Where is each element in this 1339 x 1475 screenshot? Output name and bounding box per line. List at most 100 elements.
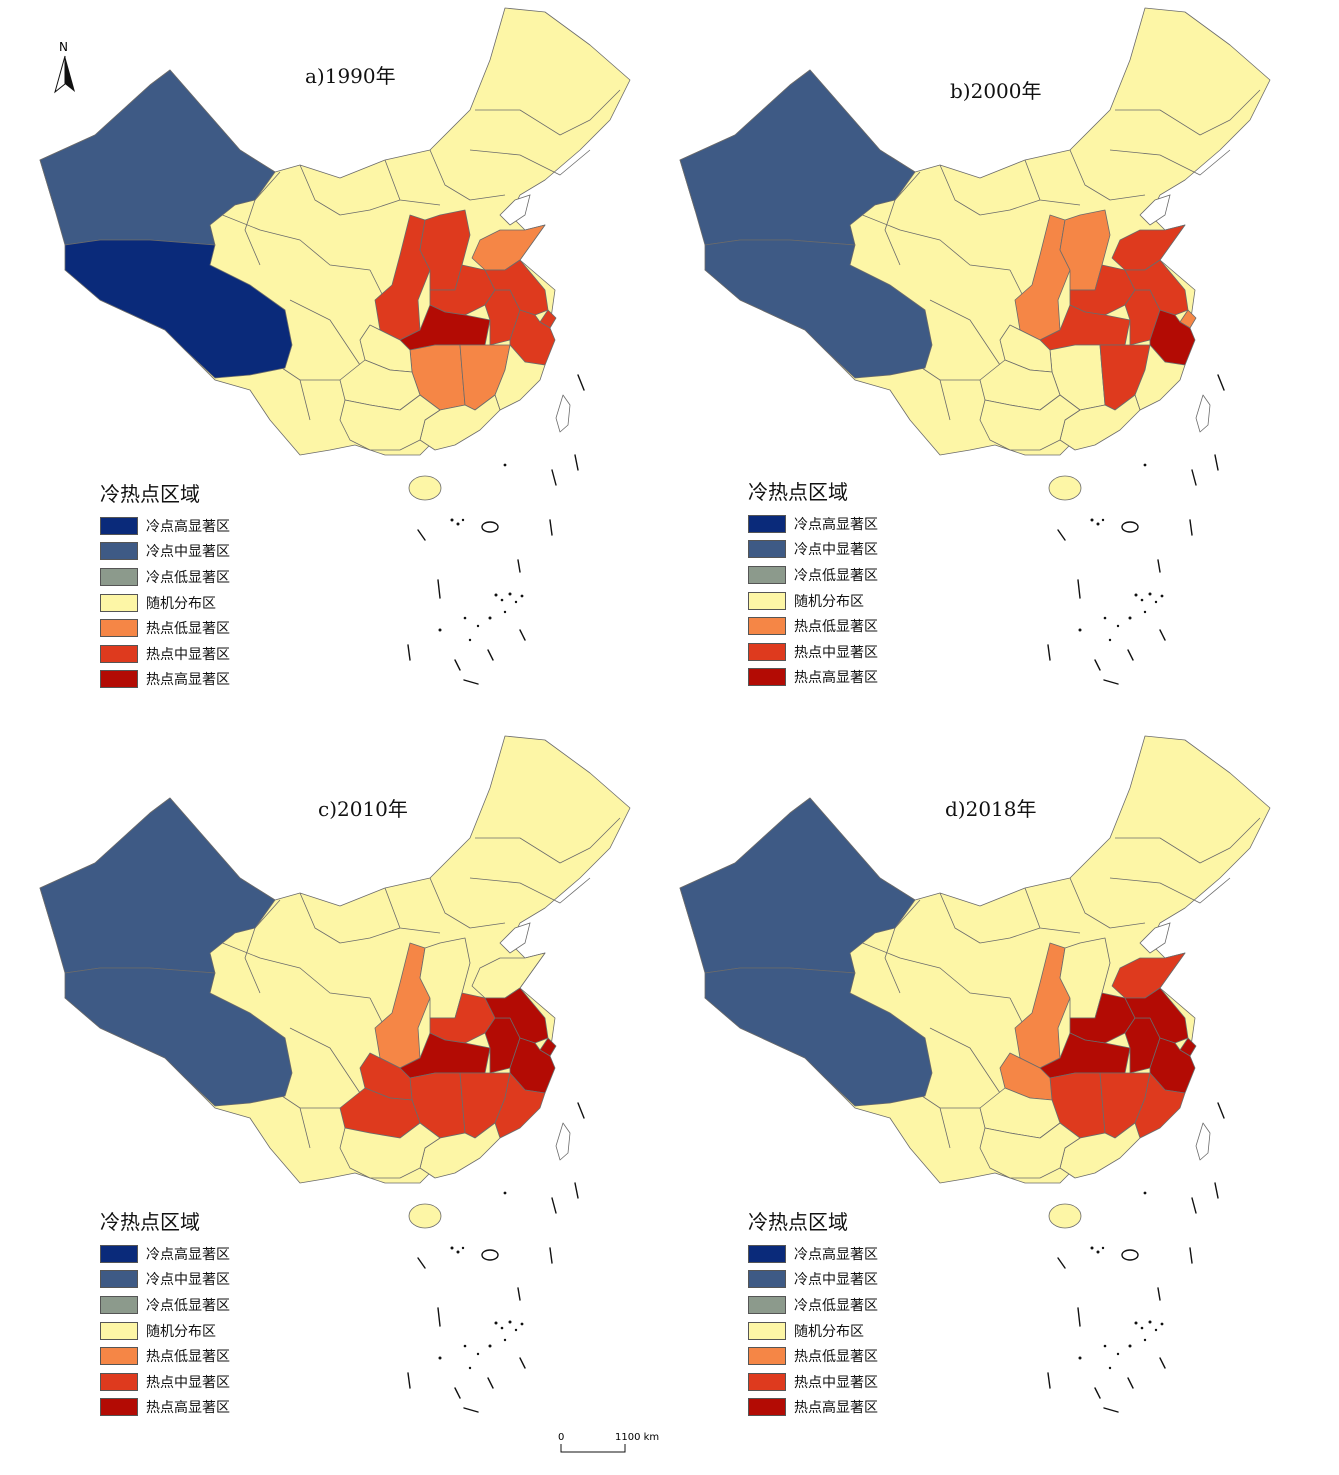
legend-swatch <box>100 1321 138 1340</box>
legend-swatch <box>100 542 138 561</box>
legend-label: 热点高显著区 <box>146 1400 230 1417</box>
legend-label: 热点中显著区 <box>794 1374 878 1391</box>
legend-label: 冷点低显著区 <box>794 567 878 584</box>
legend-label: 热点中显著区 <box>794 644 878 661</box>
legend-label: 冷点高显著区 <box>146 1246 230 1263</box>
region-fujian <box>494 344 546 411</box>
legend-item: 热点低显著区 <box>100 1343 300 1369</box>
legend-swatch <box>748 1244 786 1263</box>
legend-item: 随机分布区 <box>100 590 300 616</box>
north-arrow-icon: N <box>50 40 80 100</box>
china-map <box>39 735 631 1413</box>
legend-swatch <box>748 1321 786 1340</box>
legend-item: 热点低显著区 <box>100 615 300 641</box>
legend-item: 冷点高显著区 <box>748 511 948 537</box>
panel-title: c)2010年 <box>318 797 408 821</box>
scale-start: 0 <box>558 1432 565 1443</box>
legend-swatch <box>748 1347 786 1366</box>
legend-swatch <box>748 1270 786 1289</box>
scale-end: 1100 km <box>615 1432 660 1443</box>
legend-item: 冷点中显著区 <box>100 539 300 565</box>
legend-swatch <box>100 670 138 689</box>
region-fujian <box>1134 1072 1186 1139</box>
panel-title: b)2000年 <box>950 79 1042 103</box>
region-zhejiang <box>1149 1037 1196 1094</box>
map-panel-d: d)2018年 <box>640 728 1280 1448</box>
legend-b: 冷热点区域冷点高显著区冷点中显著区冷点低显著区 随机分布区热点低显著区 热点中显著区… <box>748 476 948 690</box>
legend-item: 冷点中显著区 <box>748 537 948 563</box>
map-panel-c: c)2010年 <box>0 728 640 1448</box>
china-map <box>679 7 1271 685</box>
legend-swatch <box>748 540 786 559</box>
legend-item: 热点中显著区 <box>100 1369 300 1395</box>
legend-item: 冷点高显著区 <box>100 513 300 539</box>
legend-swatch <box>100 1270 138 1289</box>
legend-swatch <box>100 567 138 586</box>
map-panel-b: b)2000年 <box>640 0 1280 720</box>
china-map <box>679 735 1271 1413</box>
region-zhejiang <box>509 1037 556 1094</box>
legend-item: 热点高显著区 <box>100 667 300 693</box>
scale-bar: 0 1100 km <box>555 1432 675 1462</box>
region-guangxi <box>979 394 1081 451</box>
region-guangxi <box>339 394 441 451</box>
region-fujian <box>494 1072 546 1139</box>
legend-item: 随机分布区 <box>748 1318 948 1344</box>
legend-swatch <box>100 619 138 638</box>
legend-title: 冷热点区域 <box>748 1210 848 1234</box>
legend-item: 热点高显著区 <box>748 1395 948 1421</box>
legend-swatch <box>748 1372 786 1391</box>
legend-item: 热点中显著区 <box>100 641 300 667</box>
legend-swatch <box>748 642 786 661</box>
panel-title: d)2018年 <box>945 797 1037 821</box>
region-zhejiang <box>509 309 556 366</box>
legend-item: 冷点高显著区 <box>100 1241 300 1267</box>
legend-label: 热点高显著区 <box>146 672 230 689</box>
legend-swatch <box>100 1244 138 1263</box>
map-panel-a: a)1990年 <box>0 0 640 720</box>
legend-swatch <box>748 591 786 610</box>
legend-title: 冷热点区域 <box>100 1210 200 1234</box>
legend-swatch <box>100 1347 138 1366</box>
legend-d: 冷热点区域冷点高显著区 冷点中显著区 冷点低显著区 随机分布区热点低显著区 热点中显著区… <box>748 1206 948 1420</box>
legend-swatch <box>100 1398 138 1417</box>
region-zhejiang <box>1149 309 1196 366</box>
legend-c: 冷热点区域冷点高显著区 冷点中显著区 冷点低显著区随机分布区热点低显著区 热点中显著区… <box>100 1206 300 1420</box>
legend-item: 冷点低显著区 <box>748 562 948 588</box>
legend-label: 热点中显著区 <box>146 1374 230 1391</box>
legend-swatch <box>100 1295 138 1314</box>
legend-item: 随机分布区 <box>100 1318 300 1344</box>
legend-label: 冷点低显著区 <box>146 1297 230 1314</box>
legend-label: 热点高显著区 <box>794 1400 878 1417</box>
region-tibet <box>64 967 293 1107</box>
legend-swatch <box>748 565 786 584</box>
legend-item: 冷点低显著区 <box>100 1292 300 1318</box>
legend-label: 冷点高显著区 <box>794 1246 878 1263</box>
legend-swatch <box>748 617 786 636</box>
legend-label: 随机分布区 <box>146 595 216 612</box>
region-fujian <box>1134 344 1186 411</box>
legend-swatch <box>748 668 786 687</box>
legend-label: 热点中显著区 <box>146 646 230 663</box>
legend-label: 冷点中显著区 <box>794 1272 878 1289</box>
legend-label: 热点低显著区 <box>794 619 878 636</box>
legend-label: 热点低显著区 <box>146 1349 230 1366</box>
legend-label: 随机分布区 <box>794 593 864 610</box>
legend-label: 随机分布区 <box>794 1323 864 1340</box>
legend-item: 热点高显著区 <box>100 1395 300 1421</box>
legend-label: 冷点高显著区 <box>794 516 878 533</box>
legend-item: 热点中显著区 <box>748 1369 948 1395</box>
legend-label: 冷点中显著区 <box>146 1272 230 1289</box>
legend-label: 热点低显著区 <box>794 1349 878 1366</box>
panel-title: a)1990年 <box>305 64 396 88</box>
legend-swatch <box>100 516 138 535</box>
legend-item: 热点高显著区 <box>748 665 948 691</box>
legend-title: 冷热点区域 <box>748 480 848 504</box>
legend-label: 冷点低显著区 <box>794 1297 878 1314</box>
legend-item: 热点中显著区 <box>748 639 948 665</box>
region-guangxi <box>979 1122 1081 1179</box>
legend-label: 冷点中显著区 <box>146 544 230 561</box>
legend-item: 冷点高显著区 <box>748 1241 948 1267</box>
legend-swatch <box>748 1398 786 1417</box>
legend-swatch <box>748 1295 786 1314</box>
